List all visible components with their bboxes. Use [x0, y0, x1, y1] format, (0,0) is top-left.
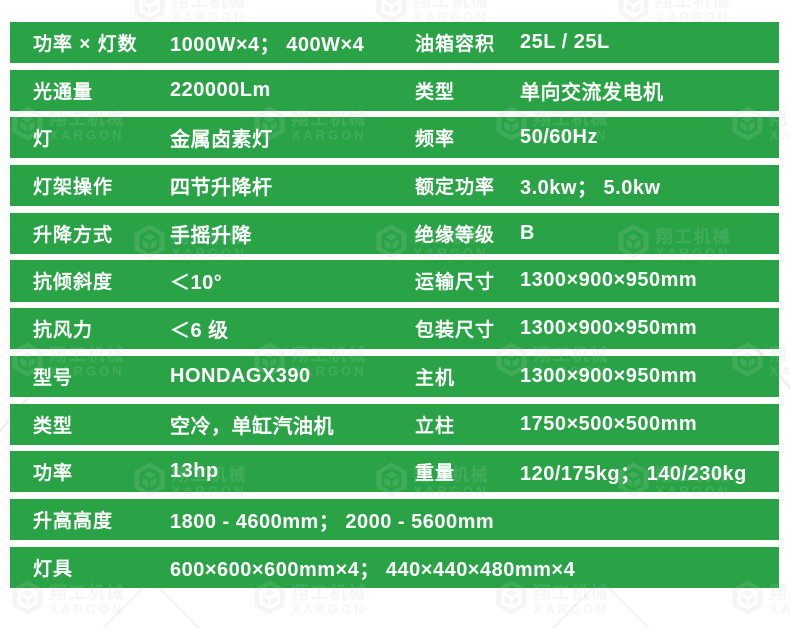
- spec-label-right: 油箱容积: [415, 34, 496, 56]
- spec-value-right: 1300×900×950mm: [520, 364, 698, 387]
- spec-label-left: 灯: [33, 129, 54, 151]
- brand-watermark-cn: 翔工机械: [171, 0, 248, 11]
- brand-watermark-cn: 翔工机械: [171, 0, 248, 11]
- spec-label-left: 升高高度: [33, 510, 114, 532]
- spec-label-right: 额定功率: [415, 177, 496, 199]
- brand-watermark-en: XARGON: [291, 601, 367, 617]
- spec-label-left: 升降方式: [33, 224, 114, 246]
- spec-label-left: 灯架操作: [33, 177, 114, 199]
- spec-value-right: 3.0kw； 5.0kw: [520, 177, 661, 200]
- brand-watermark-cn: 翔工机械: [655, 0, 732, 11]
- brand-watermark-cn: 翔工机械: [413, 0, 490, 11]
- spec-row: 功率 × 灯数 1000W×4； 400W×4 油箱容积 25L / 25L: [10, 22, 779, 64]
- brand-watermark-cn: 翔工机械: [413, 0, 490, 11]
- spec-row: 灯 金属卤素灯 频率 50/60Hz: [10, 117, 779, 159]
- spec-value-left: 13hp: [170, 460, 219, 483]
- spec-value-right: B: [520, 221, 535, 244]
- spec-row: 抗风力 ＜6 级 包装尺寸 1300×900×950mm: [10, 308, 779, 350]
- spec-row: 光通量 220000Lm 类型 单向交流发电机: [10, 69, 779, 111]
- spec-label-right: 包装尺寸: [415, 320, 496, 342]
- spec-value-left: 220000Lm: [170, 78, 271, 101]
- spec-value-left: 1800 - 4600mm； 2000 - 5600mm: [170, 510, 495, 533]
- spec-row-full: 灯具 600×600×600mm×4； 440×440×480mm×4: [10, 546, 779, 588]
- spec-value-left: 1000W×4； 400W×4: [170, 34, 365, 57]
- diagonal-line: [602, 581, 710, 628]
- spec-label-left: 功率: [33, 463, 74, 485]
- spec-table: 功率 × 灯数 1000W×4； 400W×4 油箱容积 25L / 25L 光…: [10, 22, 779, 588]
- spec-value-right: 25L / 25L: [520, 31, 610, 54]
- brand-watermark-en: XARGON: [769, 601, 790, 617]
- spec-value-right: 120/175kg； 140/230kg: [520, 463, 747, 486]
- spec-label-right: 类型: [415, 81, 456, 103]
- spec-row: 升降方式 手摇升降 绝缘等级 B: [10, 212, 779, 254]
- spec-value-right: 单向交流发电机: [520, 81, 664, 104]
- spec-label-right: 立柱: [415, 415, 456, 437]
- spec-row-full: 升高高度 1800 - 4600mm； 2000 - 5600mm: [10, 498, 779, 540]
- spec-label-right: 运输尺寸: [415, 272, 496, 294]
- spec-row: 型号 HONDAGX390 主机 1300×900×950mm: [10, 355, 779, 397]
- spec-value-left: HONDAGX390: [170, 364, 311, 387]
- spec-value-left: 600×600×600mm×4； 440×440×480mm×4: [170, 558, 576, 581]
- spec-label-left: 类型: [33, 415, 74, 437]
- spec-label-right: 重量: [415, 463, 456, 485]
- spec-label-left: 功率 × 灯数: [33, 34, 138, 56]
- spec-value-left: 金属卤素灯: [170, 129, 273, 152]
- spec-value-left: ＜10°: [170, 272, 223, 295]
- spec-value-right: 1750×500×500mm: [520, 412, 698, 435]
- diagonal-line: [492, 581, 600, 628]
- spec-label-left: 灯具: [33, 558, 74, 580]
- spec-value-right: 50/60Hz: [520, 126, 598, 149]
- spec-row: 灯架操作 四节升降杆 额定功率 3.0kw； 5.0kw: [10, 165, 779, 207]
- brand-watermark-en: XARGON: [291, 601, 367, 617]
- spec-value-left: 空冷，单缸汽油机: [170, 415, 334, 438]
- spec-row: 功率 13hp 重量 120/175kg； 140/230kg: [10, 451, 779, 493]
- spec-label-right: 绝缘等级: [415, 224, 496, 246]
- spec-label-left: 抗风力: [33, 320, 94, 342]
- spec-value-left: 手摇升降: [170, 224, 252, 247]
- spec-row: 类型 空冷，单缸汽油机 立柱 1750×500×500mm: [10, 403, 779, 445]
- spec-value-right: 1300×900×950mm: [520, 317, 698, 340]
- spec-label-left: 抗倾斜度: [33, 272, 114, 294]
- spec-label-left: 型号: [33, 367, 74, 389]
- diagonal-line: [42, 581, 150, 628]
- spec-value-right: 1300×900×950mm: [520, 269, 698, 292]
- spec-value-left: 四节升降杆: [170, 177, 273, 200]
- spec-label-right: 主机: [415, 367, 456, 389]
- brand-watermark-cn: 翔工机械: [655, 0, 732, 11]
- spec-row: 抗倾斜度 ＜10° 运输尺寸 1300×900×950mm: [10, 260, 779, 302]
- spec-label-right: 频率: [415, 129, 456, 151]
- diagonal-line: [152, 581, 260, 628]
- spec-value-left: ＜6 级: [170, 320, 229, 343]
- spec-label-left: 光通量: [33, 81, 94, 103]
- brand-watermark-en: XARGON: [769, 601, 790, 617]
